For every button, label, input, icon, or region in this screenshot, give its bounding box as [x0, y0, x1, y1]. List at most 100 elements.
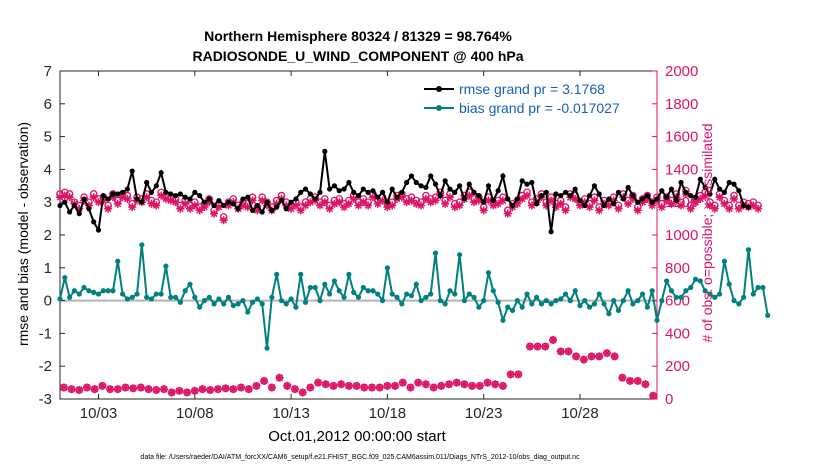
bias-point — [591, 301, 598, 307]
obs-assimilated-marker — [373, 199, 382, 208]
obs-assimilated-marker-d2 — [114, 200, 122, 208]
rmse-point — [543, 189, 549, 195]
obs-assimilated-marker — [657, 203, 666, 212]
bias-point — [221, 301, 227, 307]
obs-assimilated-marker-d2 — [701, 192, 709, 200]
bias-point — [245, 309, 251, 315]
rmse-point — [452, 189, 458, 195]
obs-assimilated-bottom-marker-d2 — [322, 380, 330, 388]
obs-assimilated-marker — [417, 201, 426, 210]
obs-assimilated-marker — [128, 203, 137, 212]
rmse-point — [707, 191, 713, 197]
obs-assimilated-bottom-marker — [344, 381, 353, 390]
obs-assimilated-marker-d2 — [595, 206, 603, 214]
rmse-point — [168, 191, 174, 197]
bias-point — [216, 296, 222, 302]
obs-assimilated-bottom-marker-d2 — [260, 377, 268, 385]
obs-assimilated-marker-d2 — [562, 206, 569, 214]
rmse-point — [389, 186, 395, 192]
obs-assimilated-marker-d2 — [148, 200, 155, 208]
bias-point — [278, 298, 285, 304]
obs-assimilated-bottom-marker — [514, 370, 523, 379]
obs-assimilated-bottom-marker — [59, 383, 68, 392]
obs-assimilated-marker — [523, 191, 532, 200]
obs-assimilated-bottom-marker-d2 — [330, 382, 337, 390]
bias-point — [71, 288, 78, 294]
obs-assimilated-marker — [349, 194, 358, 203]
rmse-point — [182, 194, 188, 200]
obs-assimilated-bottom-marker — [136, 383, 145, 392]
obs-assimilated-bottom-marker — [649, 391, 658, 400]
rmse-point — [408, 173, 415, 179]
bias-point — [635, 298, 641, 304]
obs-assimilated-bottom-marker — [198, 385, 207, 394]
bias-point — [274, 271, 280, 277]
rmse-point — [187, 196, 193, 202]
bias-point — [91, 289, 97, 295]
rmse-point — [322, 148, 328, 154]
rmse-point — [370, 188, 376, 194]
bias-point — [659, 298, 665, 304]
bias-point — [351, 289, 357, 295]
rmse-point — [163, 189, 169, 195]
obs-assimilated-bottom-marker-d2 — [565, 348, 572, 355]
rmse-point — [514, 196, 520, 202]
obs-assimilated-bottom-marker-d2 — [353, 382, 360, 390]
rmse-point — [230, 201, 236, 207]
bias-point — [307, 284, 313, 291]
obs-assimilated-bottom-marker-d2 — [484, 379, 491, 387]
bias-point — [534, 294, 540, 300]
obs-assimilated-marker-d2 — [591, 197, 598, 204]
rmse-point — [683, 189, 689, 195]
obs-assimilated-bottom-marker — [237, 383, 246, 392]
rmse-point — [692, 194, 699, 200]
obs-assimilated-bottom-marker — [429, 383, 438, 392]
obs-assimilated-marker — [547, 196, 556, 205]
obs-assimilated-marker-d2 — [104, 205, 112, 213]
bias-point — [572, 288, 578, 294]
obs-assimilated-marker-d2 — [162, 195, 170, 203]
rmse-point — [673, 197, 679, 204]
bias-point — [697, 278, 703, 284]
rmse-point — [418, 183, 424, 189]
left-y-tick-label: -1 — [39, 325, 52, 342]
obs-assimilated-marker — [190, 201, 199, 210]
obs-assimilated-marker-d2 — [706, 202, 714, 209]
bias-point — [428, 291, 434, 297]
rmse-point — [615, 189, 622, 195]
obs-assimilated-marker — [104, 204, 113, 213]
x-tick-label: 10/28 — [561, 405, 599, 422]
bias-point — [394, 294, 400, 300]
obs-assimilated-bottom-marker-d2 — [129, 384, 137, 392]
bias-point — [201, 298, 208, 304]
obs-assimilated-bottom-marker — [352, 381, 361, 390]
obs-assimilated-bottom-marker — [144, 385, 153, 394]
rmse-point — [519, 178, 525, 184]
obs-assimilated-marker-d2 — [749, 202, 757, 209]
bias-point — [466, 291, 472, 297]
rmse-point — [394, 194, 400, 200]
obs-assimilated-bottom-marker — [306, 383, 315, 392]
rmse-point — [529, 179, 535, 186]
obs-assimilated-marker-d2 — [504, 210, 512, 218]
obs-assimilated-marker-d2 — [350, 195, 358, 203]
bias-point — [192, 294, 198, 300]
obs-assimilated-marker-d2 — [379, 197, 386, 204]
obs-assimilated-marker — [441, 199, 450, 208]
obs-assimilated-bottom-marker — [360, 383, 369, 392]
rmse-point — [413, 179, 419, 186]
obs-assimilated-marker-d2 — [754, 205, 762, 213]
rmse-point — [428, 173, 434, 179]
obs-assimilated-marker-d2 — [302, 202, 309, 209]
right-y-tick-label: 1600 — [665, 129, 698, 146]
bias-point — [567, 298, 573, 304]
bias-point — [177, 299, 183, 305]
obs-assimilated-marker-d2 — [374, 200, 382, 208]
bias-point — [254, 296, 260, 302]
bias-point — [211, 301, 217, 307]
legend-bias-label: bias grand pr = -0.017027 — [459, 100, 620, 116]
obs-assimilated-marker — [325, 204, 334, 213]
obs-assimilated-bottom-marker-d2 — [183, 389, 191, 396]
obs-assimilated-bottom-marker-d2 — [626, 377, 634, 385]
obs-assimilated-bottom-marker — [252, 381, 261, 390]
